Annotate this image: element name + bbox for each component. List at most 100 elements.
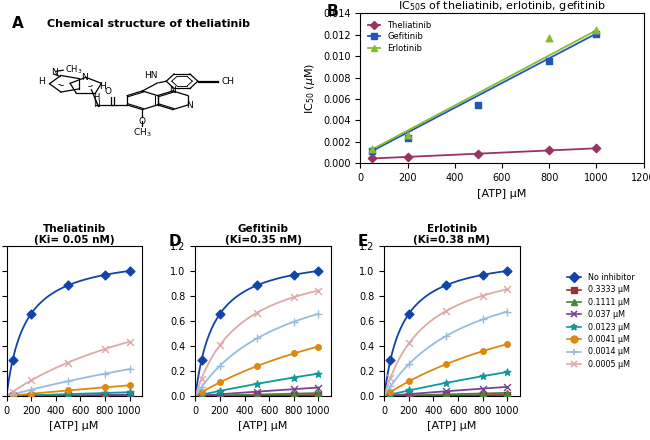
Point <box>404 340 414 347</box>
Point <box>124 382 135 389</box>
Point <box>289 293 299 301</box>
Point <box>63 392 73 400</box>
Point <box>196 375 207 382</box>
Point <box>26 392 36 399</box>
X-axis label: [ATP] μM: [ATP] μM <box>477 189 526 198</box>
Legend: No inhibitor, 0.3333 μM, 0.1111 μM, 0.037 μM, 0.0123 μM, 0.0041 μM, 0.0014 μM, 0: No inhibitor, 0.3333 μM, 0.1111 μM, 0.03… <box>567 273 634 369</box>
Text: H: H <box>38 77 46 86</box>
Point <box>478 292 488 299</box>
Point <box>99 384 110 391</box>
Text: H: H <box>99 82 106 91</box>
Point <box>385 391 396 398</box>
Point <box>404 392 414 399</box>
Point <box>214 391 225 398</box>
Point <box>441 392 451 399</box>
X-axis label: [ATP] μM: [ATP] μM <box>427 421 476 431</box>
Point <box>99 370 110 377</box>
Point <box>478 271 488 279</box>
Point <box>402 154 413 161</box>
Point <box>478 392 488 399</box>
Point <box>214 387 225 394</box>
Text: A: A <box>12 16 24 31</box>
X-axis label: [ATP] μM: [ATP] μM <box>239 421 288 431</box>
Point <box>99 392 110 400</box>
Point <box>502 286 512 293</box>
Point <box>26 392 36 400</box>
Point <box>196 384 207 391</box>
Point <box>196 389 207 396</box>
Point <box>404 361 414 368</box>
Title: Gefitinib
(Ki=0.35 nM): Gefitinib (Ki=0.35 nM) <box>224 224 302 245</box>
Point <box>99 271 110 279</box>
Point <box>478 316 488 323</box>
Point <box>289 350 299 357</box>
Point <box>441 361 451 368</box>
Point <box>63 391 73 398</box>
Point <box>26 386 36 393</box>
Point <box>385 356 396 363</box>
Text: B: B <box>326 4 338 19</box>
Text: CH$_3$: CH$_3$ <box>133 126 151 139</box>
Point <box>196 392 207 400</box>
Point <box>124 392 135 400</box>
Point <box>473 150 484 157</box>
Point <box>252 309 262 316</box>
Point <box>99 345 110 352</box>
Point <box>196 392 207 400</box>
Point <box>313 370 324 377</box>
Point <box>124 268 135 275</box>
Point <box>441 379 451 386</box>
Point <box>7 392 18 399</box>
Point <box>367 155 378 162</box>
Point <box>289 390 299 397</box>
Text: E: E <box>358 234 368 249</box>
Point <box>441 333 451 340</box>
Point <box>214 379 225 386</box>
Point <box>196 392 207 399</box>
Point <box>124 391 135 398</box>
Point <box>26 390 36 397</box>
X-axis label: [ATP] μM: [ATP] μM <box>49 421 99 431</box>
Text: N: N <box>93 100 99 109</box>
Point <box>478 385 488 392</box>
Point <box>124 392 135 399</box>
Point <box>7 388 18 395</box>
Point <box>385 392 396 399</box>
Point <box>196 391 207 398</box>
Point <box>7 392 18 400</box>
Point <box>502 268 512 275</box>
Point <box>591 27 601 34</box>
Text: D: D <box>168 234 181 249</box>
Point <box>591 30 601 37</box>
Point <box>214 392 225 400</box>
Point <box>367 146 378 153</box>
Point <box>441 391 451 398</box>
Text: N: N <box>170 86 176 95</box>
Point <box>402 134 413 141</box>
Point <box>252 391 262 398</box>
Text: N: N <box>81 73 88 82</box>
Point <box>441 282 451 289</box>
Point <box>289 385 299 392</box>
Text: O: O <box>139 117 146 126</box>
Point <box>502 389 512 396</box>
Point <box>252 392 262 399</box>
Point <box>367 147 378 154</box>
Point <box>289 392 299 399</box>
Point <box>313 268 324 275</box>
Point <box>385 374 396 381</box>
Point <box>385 383 396 390</box>
Point <box>313 343 324 350</box>
Point <box>252 388 262 395</box>
Point <box>544 147 554 154</box>
Point <box>313 310 324 317</box>
Point <box>63 387 73 394</box>
Point <box>289 374 299 381</box>
Point <box>63 392 73 400</box>
Point <box>214 392 225 399</box>
Point <box>313 389 324 396</box>
Point <box>124 366 135 373</box>
Point <box>252 380 262 387</box>
Point <box>26 392 36 400</box>
Text: H: H <box>93 93 99 102</box>
